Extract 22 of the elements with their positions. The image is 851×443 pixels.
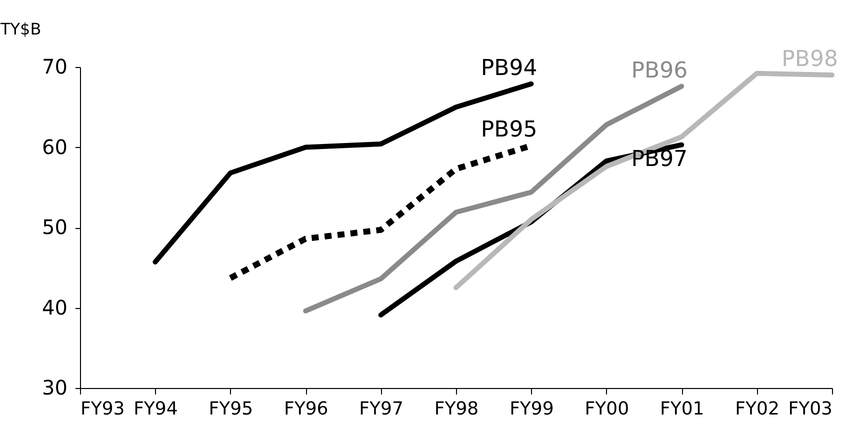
series-label: PB98: [782, 47, 838, 72]
y-tick-label: 70: [42, 54, 68, 78]
x-tick-label: FY94: [134, 398, 178, 420]
x-tick-label: FY02: [735, 398, 780, 420]
series-label: PB95: [480, 118, 538, 143]
x-tick-label: FY03: [788, 398, 832, 420]
y-tick-label: 60: [42, 134, 68, 159]
series-label: PB94: [480, 56, 538, 81]
y-tick-label: 50: [42, 215, 68, 239]
x-tick-label: FY98: [434, 398, 479, 420]
y-axis-title: TY$B: [0, 20, 42, 38]
x-tick-label: FY93: [80, 398, 125, 420]
y-tick-label: 40: [42, 295, 68, 320]
x-tick-label: FY01: [660, 398, 704, 420]
y-tick-label: 30: [42, 376, 68, 400]
series-label: PB96: [631, 58, 688, 84]
x-tick-label: FY99: [510, 398, 554, 420]
series-label: PB97: [631, 146, 688, 172]
x-tick-label: FY96: [284, 398, 328, 420]
x-tick-label: FY95: [208, 398, 254, 420]
x-tick-label: FY00: [584, 398, 630, 420]
x-tick-label: FY97: [359, 398, 404, 420]
